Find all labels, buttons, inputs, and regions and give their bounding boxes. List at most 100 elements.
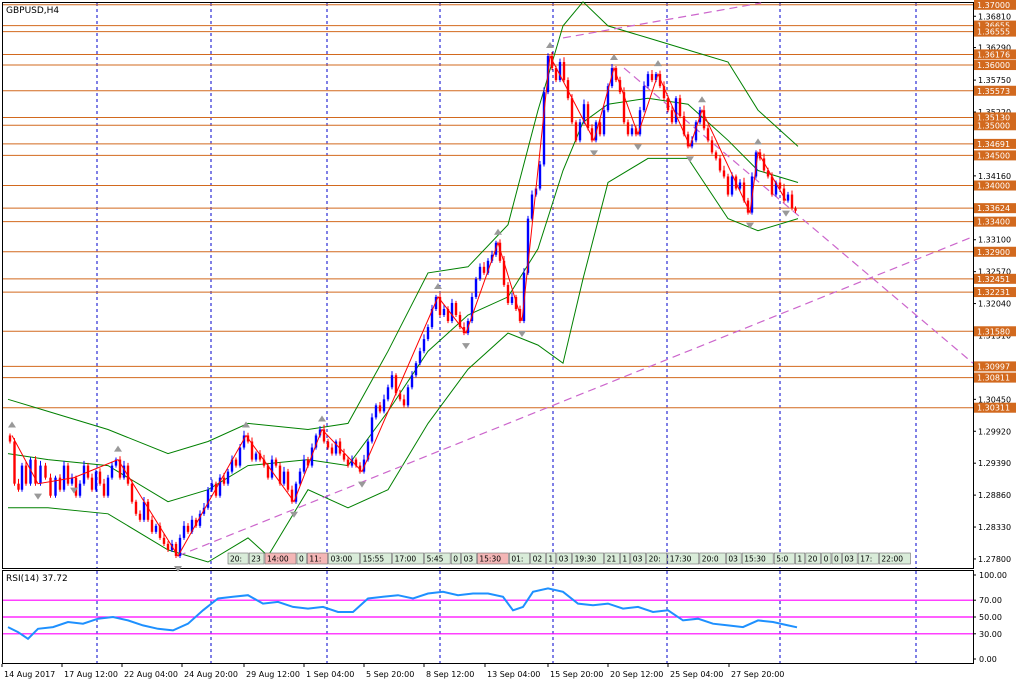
candle-body xyxy=(638,110,642,135)
session-label: 21 xyxy=(604,552,620,565)
fractal-up-icon xyxy=(114,445,122,452)
price-axis-label: 1.29920 xyxy=(978,427,1011,436)
candle-body xyxy=(398,393,402,400)
trendlines xyxy=(177,2,974,557)
session-label: 03 xyxy=(630,552,646,565)
candle-body xyxy=(406,387,410,406)
level-price-tag: 1.35130 xyxy=(974,112,1016,123)
session-label-text: 17:00 xyxy=(395,555,417,564)
session-label: 1 xyxy=(620,552,631,565)
level-price-tag-text: 1.30811 xyxy=(977,374,1010,383)
candle-body xyxy=(502,260,506,285)
fractal-up-icon xyxy=(8,421,16,428)
candle-body xyxy=(382,399,386,412)
level-price-tag-text: 1.35000 xyxy=(977,121,1010,130)
level-price-tag-text: 1.32900 xyxy=(977,248,1010,257)
candle-body xyxy=(402,399,406,406)
candle-body xyxy=(49,477,52,496)
candle-body xyxy=(258,453,262,460)
candle-body xyxy=(570,98,574,123)
level-price-tag-text: 1.34500 xyxy=(977,151,1010,160)
candle-body xyxy=(702,110,706,129)
session-label-box xyxy=(805,552,821,565)
candle-body xyxy=(218,477,222,496)
candle-body xyxy=(650,74,654,81)
candle-body xyxy=(694,122,698,141)
candle-body xyxy=(190,519,194,532)
candle-body xyxy=(434,296,438,309)
session-label: 17: xyxy=(857,552,879,565)
session-label-text: 0 xyxy=(453,555,458,564)
candle-body xyxy=(450,302,454,322)
session-label: 5:45 xyxy=(424,552,451,565)
session-label-box xyxy=(509,552,530,565)
level-price-tag-text: 1.33400 xyxy=(977,218,1010,227)
bollinger-lower-band xyxy=(8,157,799,563)
level-price-tag-text: 1.30311 xyxy=(977,404,1010,413)
candle-body xyxy=(130,483,134,502)
level-price-tag: 1.30311 xyxy=(974,402,1016,413)
level-price-tag-text: 1.30997 xyxy=(977,362,1010,371)
level-price-tag: 1.36000 xyxy=(974,60,1016,71)
price-axis-label: 1.33100 xyxy=(978,236,1011,245)
session-label-box xyxy=(328,552,360,565)
price-axis-label: 1.30450 xyxy=(978,395,1011,404)
candle-body xyxy=(542,92,546,165)
candle-body xyxy=(62,465,66,490)
session-label: 17:00 xyxy=(392,552,424,565)
session-label-box xyxy=(264,552,297,565)
session-label-text: 14:00 xyxy=(267,555,289,564)
level-price-tag: 1.34691 xyxy=(974,138,1016,149)
candle-body xyxy=(438,296,442,316)
session-label-box xyxy=(227,552,249,565)
rsi-axis-label: 100.00 xyxy=(979,571,1007,580)
candle-body xyxy=(710,140,714,153)
session-label-box xyxy=(556,552,572,565)
candle-body xyxy=(250,441,254,460)
session-label: 5:0 xyxy=(773,552,795,565)
level-price-tag: 1.32900 xyxy=(974,246,1016,257)
level-price-tag-box xyxy=(974,180,1016,191)
session-label: 03:00 xyxy=(328,552,360,565)
session-label-text: 20:0 xyxy=(702,555,719,564)
candle-body xyxy=(20,465,24,490)
session-label: 0 xyxy=(450,552,461,565)
candle-body xyxy=(110,465,114,478)
session-label: 19:30 xyxy=(572,552,604,565)
time-axis-label: 14 Aug 2017 xyxy=(4,670,55,679)
level-price-tag-text: 1.34691 xyxy=(977,140,1010,149)
level-price-tag: 1.33400 xyxy=(974,216,1016,227)
session-label-text: 03 xyxy=(559,555,569,564)
candle-body xyxy=(182,525,186,538)
candle-body xyxy=(794,208,797,211)
session-label: 20: xyxy=(227,552,249,565)
session-label-text: 20: xyxy=(649,555,661,564)
candle-body xyxy=(626,122,630,135)
price-axis-label: 1.36810 xyxy=(978,12,1011,21)
candle-body xyxy=(566,80,570,99)
session-label-box xyxy=(424,552,451,565)
candle-body xyxy=(306,459,310,466)
candle-body xyxy=(354,459,358,466)
candle-body xyxy=(706,128,710,141)
level-price-tag-box xyxy=(974,216,1016,227)
session-label-box xyxy=(630,552,646,565)
session-label-text: 20 xyxy=(808,555,818,564)
fractal-down-icon xyxy=(686,156,694,163)
level-price-tag-text: 1.36000 xyxy=(977,61,1010,70)
price-axis-label: 1.32570 xyxy=(978,268,1011,277)
candle-body xyxy=(578,122,582,141)
level-price-tag-box xyxy=(974,287,1016,298)
session-label: 15:55 xyxy=(360,552,392,565)
candle-body xyxy=(446,308,450,322)
candle-body xyxy=(530,194,534,219)
level-price-tag-box xyxy=(974,26,1016,37)
level-price-tag-box xyxy=(974,361,1016,372)
trendline xyxy=(623,67,974,364)
level-price-tag: 1.33624 xyxy=(974,203,1016,214)
session-label-box xyxy=(831,552,842,565)
candle-body xyxy=(290,489,294,502)
level-price-tag-box xyxy=(974,246,1016,257)
